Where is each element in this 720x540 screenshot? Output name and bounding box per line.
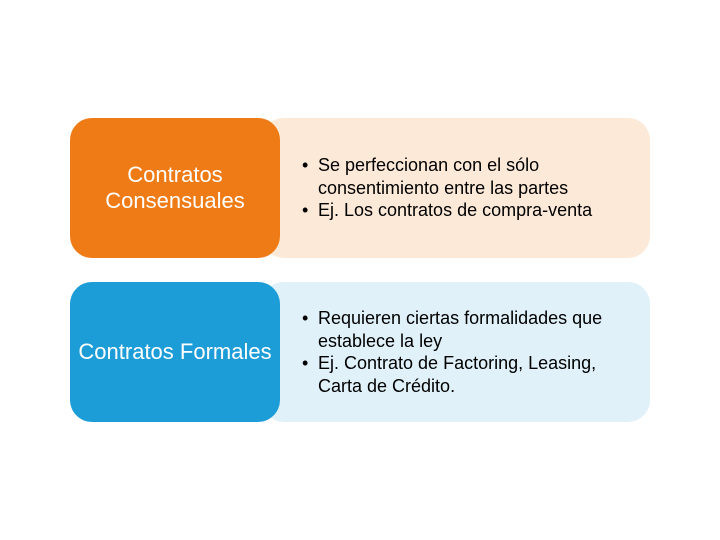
label-consensuales-text: Contratos Consensuales (70, 162, 280, 215)
bullet-mark-icon: • (302, 307, 318, 352)
row-consensuales: Contratos Consensuales • Se perfeccionan… (70, 118, 650, 258)
bullet-mark-icon: • (302, 154, 318, 199)
bullet-mark-icon: • (302, 199, 318, 222)
desc-formales-inner: • Requieren ciertas formalidades que est… (284, 307, 628, 397)
desc-consensuales-inner: • Se perfeccionan con el sólo consentimi… (284, 154, 628, 222)
label-consensuales: Contratos Consensuales (70, 118, 280, 258)
bullet-text: Requieren ciertas formalidades que estab… (318, 307, 628, 352)
bullet: • Ej. Contrato de Factoring, Leasing, Ca… (302, 352, 628, 397)
bullet-mark-icon: • (302, 352, 318, 397)
label-formales: Contratos Formales (70, 282, 280, 422)
bullet-text: Se perfeccionan con el sólo consentimien… (318, 154, 628, 199)
bullet: • Se perfeccionan con el sólo consentimi… (302, 154, 628, 199)
bullet-text: Ej. Los contratos de compra-venta (318, 199, 628, 222)
desc-consensuales: • Se perfeccionan con el sólo consentimi… (262, 118, 650, 258)
bullet-text: Ej. Contrato de Factoring, Leasing, Cart… (318, 352, 628, 397)
bullet: • Ej. Los contratos de compra-venta (302, 199, 628, 222)
bullet: • Requieren ciertas formalidades que est… (302, 307, 628, 352)
row-formales: Contratos Formales • Requieren ciertas f… (70, 282, 650, 422)
label-formales-text: Contratos Formales (78, 339, 271, 365)
desc-formales: • Requieren ciertas formalidades que est… (262, 282, 650, 422)
